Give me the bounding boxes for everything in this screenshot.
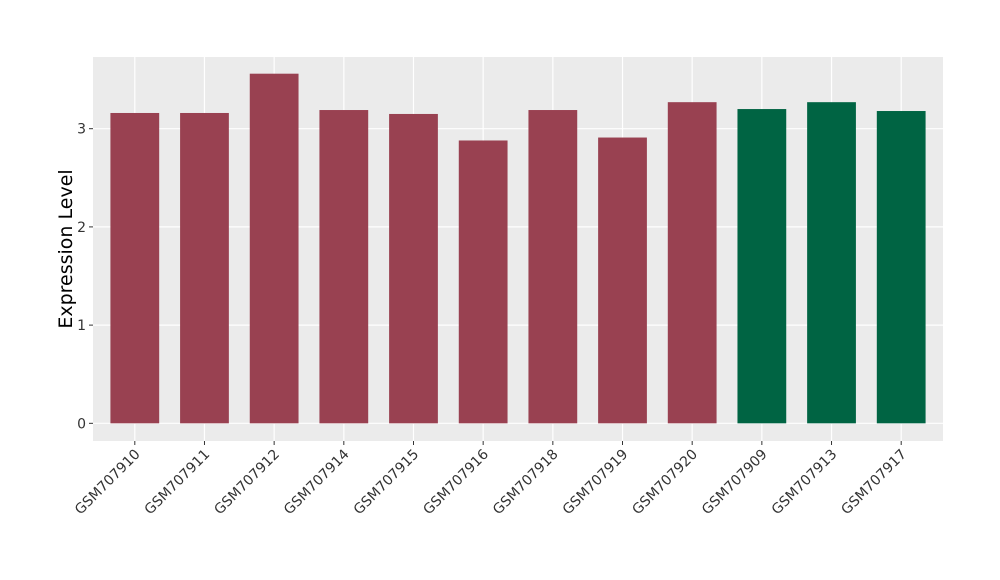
y-tick-label: 0	[77, 416, 86, 432]
y-tick-label: 1	[77, 318, 86, 334]
bar	[319, 110, 369, 424]
x-tick-label: GSM707915	[351, 447, 423, 519]
x-tick-label: GSM707913	[769, 447, 841, 519]
bar	[737, 109, 787, 424]
x-tick-label: GSM707911	[142, 447, 214, 519]
bar	[110, 112, 160, 424]
x-tick-label: GSM707914	[281, 446, 353, 518]
bar	[807, 102, 856, 424]
x-tick-label: GSM707909	[699, 447, 771, 519]
x-tick-label: GSM707918	[490, 447, 562, 519]
bar	[528, 110, 578, 424]
bar	[180, 112, 229, 424]
x-tick-label: GSM707910	[72, 447, 144, 519]
plot-panel	[93, 57, 943, 441]
x-tick-label: GSM707916	[420, 446, 492, 518]
bar	[389, 113, 438, 424]
y-axis-title: Expression Level	[55, 169, 77, 328]
y-tick-label: 2	[77, 220, 86, 236]
bar	[598, 137, 647, 424]
bar	[667, 102, 717, 424]
bar	[876, 111, 926, 424]
x-tick-label: GSM707912	[211, 447, 283, 519]
bar	[249, 73, 299, 424]
bar	[458, 140, 508, 424]
x-tick-label: GSM707919	[560, 447, 632, 519]
x-tick-label: GSM707917	[838, 447, 910, 519]
x-tick-label: GSM707920	[629, 447, 701, 519]
y-tick-label: 3	[77, 122, 86, 138]
